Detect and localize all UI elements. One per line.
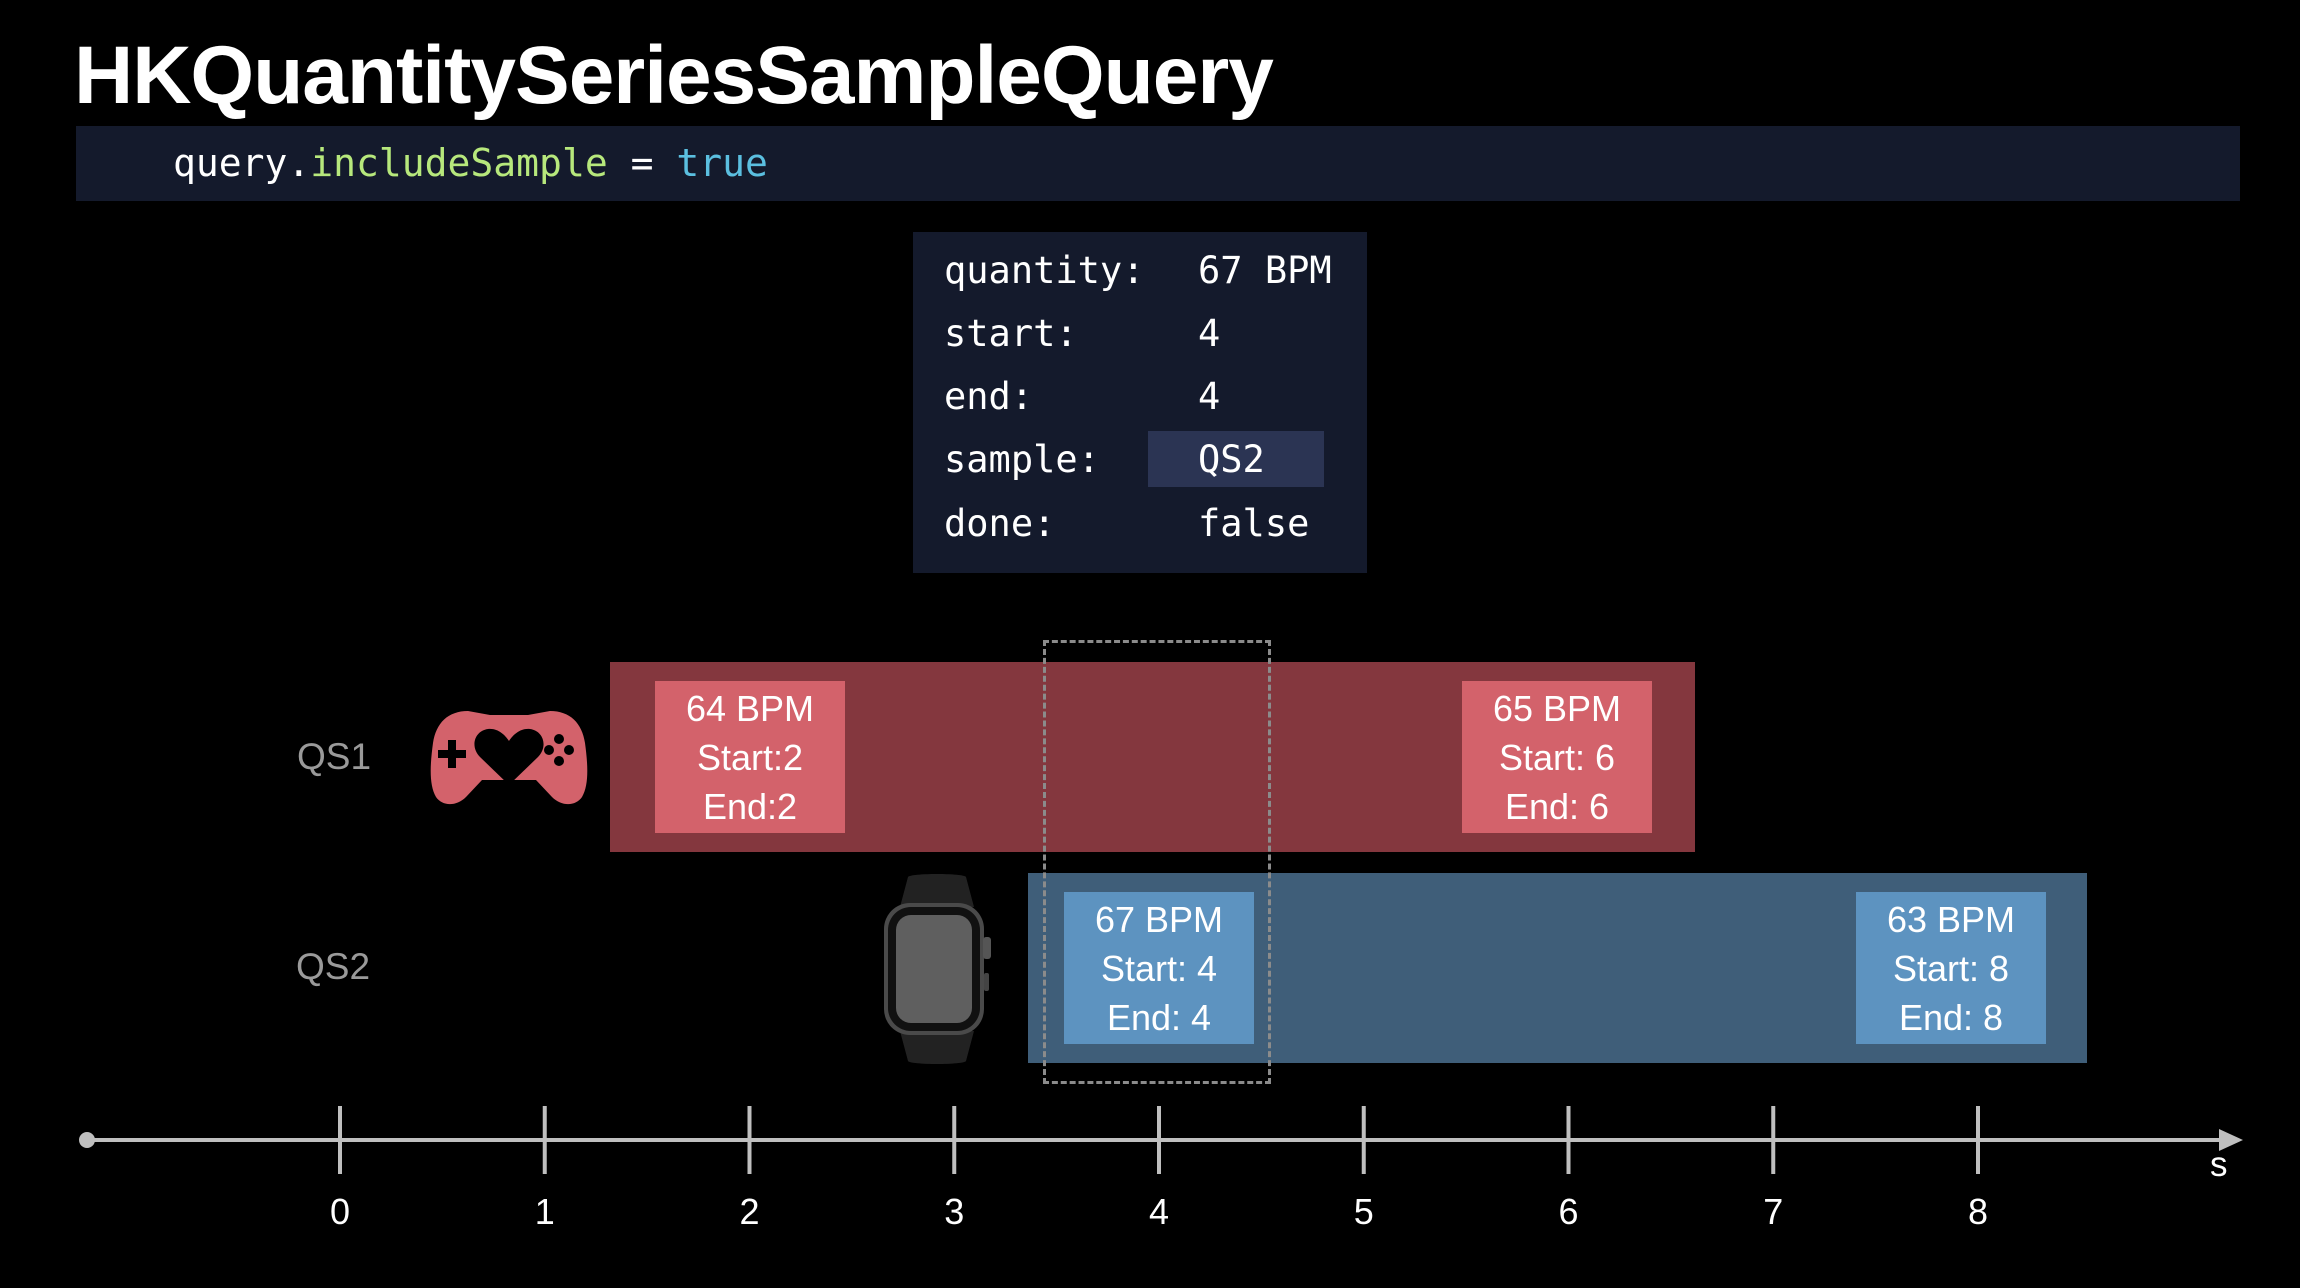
sample-start: Start: 8	[1892, 948, 2010, 989]
result-key: end:	[944, 375, 1034, 418]
result-row-end: end: 4	[913, 365, 1367, 428]
code-snippet: query.includeSample = true	[76, 126, 2240, 201]
code-dot: .	[287, 141, 311, 185]
code-object: query	[173, 141, 288, 185]
sample-card: 65 BPM Start: 6 End: 6	[1462, 681, 1652, 833]
axis-origin-dot	[79, 1132, 95, 1148]
sample-end: End:2	[702, 786, 798, 827]
axis-tick-label: 3	[944, 1191, 964, 1232]
axis-tick-label: 6	[1558, 1191, 1578, 1232]
result-value: false	[1198, 502, 1310, 545]
axis-tick-label: 7	[1763, 1191, 1783, 1232]
sample-value: 67 BPM	[1094, 899, 1224, 940]
result-value: 4	[1198, 375, 1221, 418]
code-property: includeSample	[310, 141, 608, 185]
result-key: start:	[944, 312, 1078, 355]
sample-value: 64 BPM	[685, 688, 815, 729]
axis-unit-label: s	[2210, 1145, 2228, 1184]
sample-card: 63 BPM Start: 8 End: 8	[1856, 892, 2046, 1044]
series-label-qs1: QS1	[297, 736, 372, 777]
result-row-sample: sample: QS2	[913, 428, 1367, 491]
result-value: 4	[1198, 312, 1221, 355]
query-result-panel: quantity: 67 BPM start: 4 end: 4 sample:…	[913, 232, 1367, 573]
result-row-start: start: 4	[913, 302, 1367, 365]
sample-value: 63 BPM	[1886, 899, 2016, 940]
code-line: query.includeSample = true	[173, 126, 768, 201]
sample-end: End: 4	[1106, 997, 1212, 1038]
code-value: true	[676, 141, 768, 185]
game-controller-heart-icon	[430, 707, 588, 811]
result-key: sample:	[944, 438, 1100, 481]
sample-card: 64 BPM Start:2 End:2	[655, 681, 845, 833]
result-value: 67 BPM	[1198, 249, 1332, 292]
sample-highlight	[1148, 431, 1324, 487]
sample-value: 65 BPM	[1492, 688, 1622, 729]
sample-start: Start: 4	[1100, 948, 1218, 989]
axis-tick-label: 0	[330, 1191, 350, 1232]
axis-tick-label: 8	[1968, 1191, 1988, 1232]
result-key: quantity:	[944, 249, 1145, 292]
sample-end: End: 6	[1504, 786, 1610, 827]
result-row-quantity: quantity: 67 BPM	[913, 239, 1367, 302]
page-title: HKQuantitySeriesSampleQuery	[74, 30, 1274, 121]
axis-tick-label: 2	[739, 1191, 759, 1232]
result-key: done:	[944, 502, 1056, 545]
sample-start: Start:2	[696, 737, 804, 778]
axis-tick-label: 5	[1354, 1191, 1374, 1232]
result-row-done: done: false	[913, 492, 1367, 555]
sample-start: Start: 6	[1498, 737, 1616, 778]
sample-card: 67 BPM Start: 4 End: 4	[1064, 892, 1254, 1044]
series-label-qs2: QS2	[296, 946, 371, 987]
current-sample-selection	[1043, 640, 1271, 1084]
sample-end: End: 8	[1898, 997, 2004, 1038]
axis-tick-label: 1	[535, 1191, 555, 1232]
apple-watch-icon	[882, 873, 994, 1069]
axis-arrow-icon	[2219, 1129, 2243, 1151]
code-operator: =	[607, 141, 677, 185]
axis-tick-label: 4	[1149, 1191, 1169, 1232]
result-value: QS2	[1198, 438, 1265, 481]
